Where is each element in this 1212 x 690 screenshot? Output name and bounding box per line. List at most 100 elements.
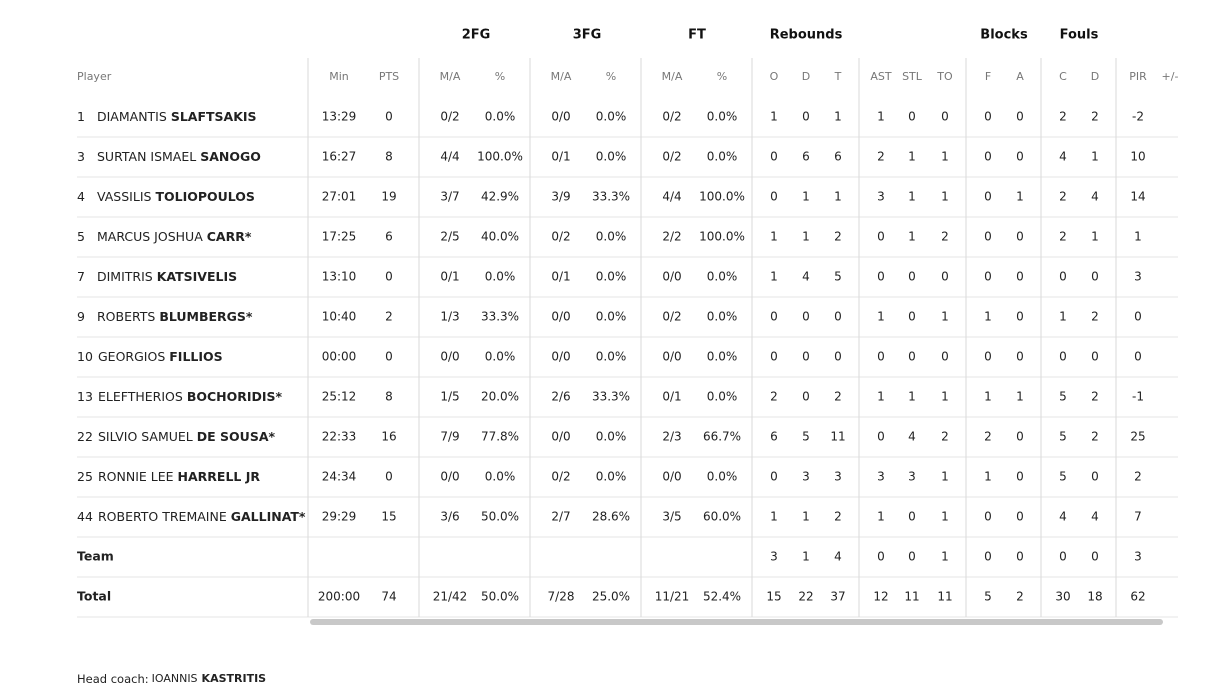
- stat-cell: 2: [1059, 110, 1067, 124]
- stat-cell: 0: [984, 270, 992, 284]
- stat-cell: 2: [385, 310, 393, 324]
- stat-cell: 0.0%: [596, 150, 627, 164]
- stat-cell: 19: [381, 190, 396, 204]
- stat-cell: 0/0: [440, 470, 459, 484]
- stat-cell: 0: [1016, 150, 1024, 164]
- group-header: 3FG: [573, 28, 602, 43]
- player-header: Player: [77, 70, 112, 83]
- stat-cell: 0: [984, 510, 992, 524]
- stat-cell: 1: [1016, 190, 1024, 204]
- stat-cell: 200:00: [318, 590, 360, 604]
- stat-cell: 27:01: [322, 190, 357, 204]
- stat-cell: 3: [1134, 270, 1142, 284]
- stat-cell: 1: [802, 190, 810, 204]
- player-number: 9: [77, 309, 85, 324]
- stat-cell: 5: [834, 270, 842, 284]
- row-label: Team: [77, 549, 114, 564]
- stat-cell: 42.9%: [481, 190, 519, 204]
- stat-cell: 0: [385, 350, 393, 364]
- stat-cell: 0: [908, 270, 916, 284]
- player-first-name: SILVIO SAMUEL: [98, 429, 193, 444]
- stat-cell: 1: [802, 230, 810, 244]
- column-header: PTS: [379, 70, 399, 83]
- stat-cell: 0: [984, 190, 992, 204]
- player-first-name: VASSILIS: [97, 189, 152, 204]
- stat-cell: 0: [770, 190, 778, 204]
- stat-cell: 1: [908, 230, 916, 244]
- stat-cell: 0/0: [551, 350, 570, 364]
- stat-cell: 0/0: [662, 470, 681, 484]
- stat-cell: 1: [984, 470, 992, 484]
- stat-cell: 2: [834, 390, 842, 404]
- stat-cell: 0: [877, 550, 885, 564]
- stat-cell: 17:25: [322, 230, 357, 244]
- stat-cell: 2: [1134, 470, 1142, 484]
- stat-cell: 2: [984, 430, 992, 444]
- stat-cell: 6: [385, 230, 393, 244]
- stat-cell: 29:29: [322, 510, 357, 524]
- player-name: 1 DIAMANTIS SLAFTSAKIS: [77, 109, 257, 124]
- stat-cell: 3: [834, 470, 842, 484]
- player-name: 4 VASSILIS TOLIOPOULOS: [77, 189, 255, 204]
- stat-cell: 1: [941, 150, 949, 164]
- stat-cell: 0/0: [551, 430, 570, 444]
- stat-cell: 15: [766, 590, 781, 604]
- player-number: 44: [77, 509, 93, 524]
- column-header: M/A: [440, 70, 461, 83]
- player-last-name: FILLIOS: [169, 349, 222, 364]
- stat-cell: 1: [941, 310, 949, 324]
- stat-cell: 4: [908, 430, 916, 444]
- stat-cell: 25: [1130, 430, 1145, 444]
- player-name: 9 ROBERTS BLUMBERGS*: [77, 309, 253, 324]
- stat-cell: 16:27: [322, 150, 357, 164]
- player-last-name: DE SOUSA*: [197, 429, 276, 444]
- stat-cell: 1: [877, 110, 885, 124]
- stat-cell: 0: [908, 110, 916, 124]
- stat-cell: 0: [877, 270, 885, 284]
- column-header: O: [770, 70, 779, 83]
- stat-cell: 0: [1059, 350, 1067, 364]
- stat-cell: 1: [984, 310, 992, 324]
- column-header: D: [802, 70, 810, 83]
- player-number: 5: [77, 229, 85, 244]
- stat-cell: 0: [1134, 310, 1142, 324]
- stat-cell: 11: [830, 430, 845, 444]
- stat-cell: 0: [1016, 310, 1024, 324]
- stat-cell: 2: [1091, 310, 1099, 324]
- stat-cell: 40.0%: [481, 230, 519, 244]
- stat-cell: 0: [984, 550, 992, 564]
- stat-cell: 1: [941, 470, 949, 484]
- stat-cell: 2: [1059, 230, 1067, 244]
- stat-cell: 0.0%: [596, 230, 627, 244]
- stat-cell: 1: [1134, 230, 1142, 244]
- stat-cell: 0: [984, 150, 992, 164]
- stat-cell: 2/5: [440, 230, 459, 244]
- stat-cell: 8: [385, 150, 393, 164]
- column-header: D: [1091, 70, 1099, 83]
- stat-cell: 1: [877, 390, 885, 404]
- stat-cell: 37: [830, 590, 845, 604]
- stat-cell: 0.0%: [485, 110, 516, 124]
- stat-cell: 1: [770, 230, 778, 244]
- stat-cell: 60.0%: [703, 510, 741, 524]
- player-first-name: DIMITRIS: [97, 269, 153, 284]
- column-header: M/A: [551, 70, 572, 83]
- stat-cell: 3: [877, 470, 885, 484]
- stat-cell: 0.0%: [596, 470, 627, 484]
- stat-cell: 66.7%: [703, 430, 741, 444]
- stat-cell: 00:00: [322, 350, 357, 364]
- stat-cell: 11: [904, 590, 919, 604]
- stat-cell: 0: [984, 230, 992, 244]
- player-name: 5 MARCUS JOSHUA CARR*: [77, 229, 252, 244]
- stat-cell: 0: [770, 350, 778, 364]
- column-header: M/A: [662, 70, 683, 83]
- player-last-name: BOCHORIDIS*: [187, 389, 283, 404]
- stat-cell: 5: [984, 590, 992, 604]
- stat-cell: 2: [1016, 590, 1024, 604]
- stat-cell: -2: [1132, 110, 1144, 124]
- stat-cell: 1: [770, 510, 778, 524]
- stat-cell: 2: [834, 510, 842, 524]
- stat-cell: 11: [937, 590, 952, 604]
- stat-cell: 0: [1016, 230, 1024, 244]
